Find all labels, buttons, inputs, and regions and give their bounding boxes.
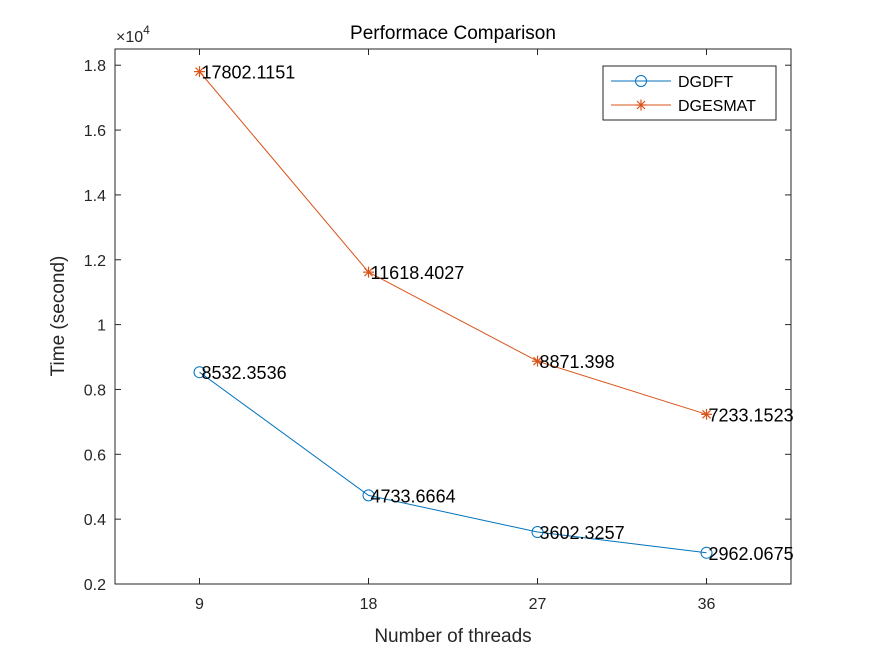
y-exponent-label: ×104 xyxy=(116,23,150,46)
y-tick-label: 1.8 xyxy=(84,58,106,75)
x-axis-label: Number of threads xyxy=(374,626,531,647)
data-label: 17802.1151 xyxy=(202,63,296,83)
legend-marker xyxy=(635,99,647,111)
y-axis-exponent: ×104 xyxy=(116,23,150,46)
data-label: 7233.1523 xyxy=(709,405,794,425)
y-tick-label: 0.6 xyxy=(84,447,106,464)
legend-box xyxy=(602,65,777,121)
data-label: 4733.6664 xyxy=(371,486,456,506)
marker-stroke xyxy=(533,356,542,366)
data-point xyxy=(700,546,713,559)
y-tick-label: 0.2 xyxy=(84,577,106,594)
data-point xyxy=(362,489,375,502)
data-point xyxy=(193,366,206,379)
marker-stroke xyxy=(702,409,711,419)
data-label: 11618.4027 xyxy=(371,263,465,283)
x-tick-label: 9 xyxy=(195,596,204,613)
data-label: 8532.3536 xyxy=(202,363,287,383)
series-dgdft: 8532.3536 4733.6664 3602.3257 2962.0675 xyxy=(193,363,794,564)
legend-label: DGESMAT xyxy=(678,98,756,115)
data-point xyxy=(701,408,712,420)
legend-label: DGDFT xyxy=(678,74,733,91)
data-label: 3602.3257 xyxy=(540,523,625,543)
x-tick-label: 27 xyxy=(529,596,547,613)
y-tick-label: 0.4 xyxy=(84,512,106,529)
y-tick-label: 1.6 xyxy=(84,123,106,140)
marker-stroke xyxy=(195,67,204,77)
axis-ticks: 0.2 0.4 0.6 0.8 1 1.2 1.4 1.6 1.8 9 18 27 36 xyxy=(84,49,791,613)
series-line xyxy=(199,71,707,415)
chart-title: Performace Comparison xyxy=(350,23,556,44)
data-point xyxy=(194,66,205,78)
legend-marker xyxy=(635,75,647,87)
data-point xyxy=(531,526,544,539)
x-tick-label: 18 xyxy=(360,596,378,613)
data-label: 8871.398 xyxy=(540,352,615,372)
legend: DGDFT DGESMAT xyxy=(602,65,777,121)
data-point xyxy=(363,266,374,278)
series-dgesmat: 17802.1151 11618.4027 8871.398 7233.1523 xyxy=(194,63,794,425)
x-tick-label: 36 xyxy=(698,596,716,613)
y-tick-label: 0.8 xyxy=(84,382,106,399)
y-tick-label: 1.4 xyxy=(84,188,106,205)
legend-item: DGDFT xyxy=(611,74,733,91)
series-line xyxy=(199,371,707,554)
y-tick-label: 1 xyxy=(97,318,106,335)
y-tick-label: 1.2 xyxy=(84,253,106,270)
axes-box xyxy=(114,48,792,585)
marker-stroke xyxy=(364,267,373,277)
data-label: 2962.0675 xyxy=(709,544,794,564)
plot-area-border xyxy=(114,48,792,585)
marker-stroke xyxy=(636,100,646,110)
y-axis-label: Time (second) xyxy=(48,256,69,377)
data-point xyxy=(532,355,543,367)
series-layer: 8532.3536 4733.6664 3602.3257 2962.0675 1780… xyxy=(193,63,794,564)
legend-item: DGESMAT xyxy=(611,98,756,115)
